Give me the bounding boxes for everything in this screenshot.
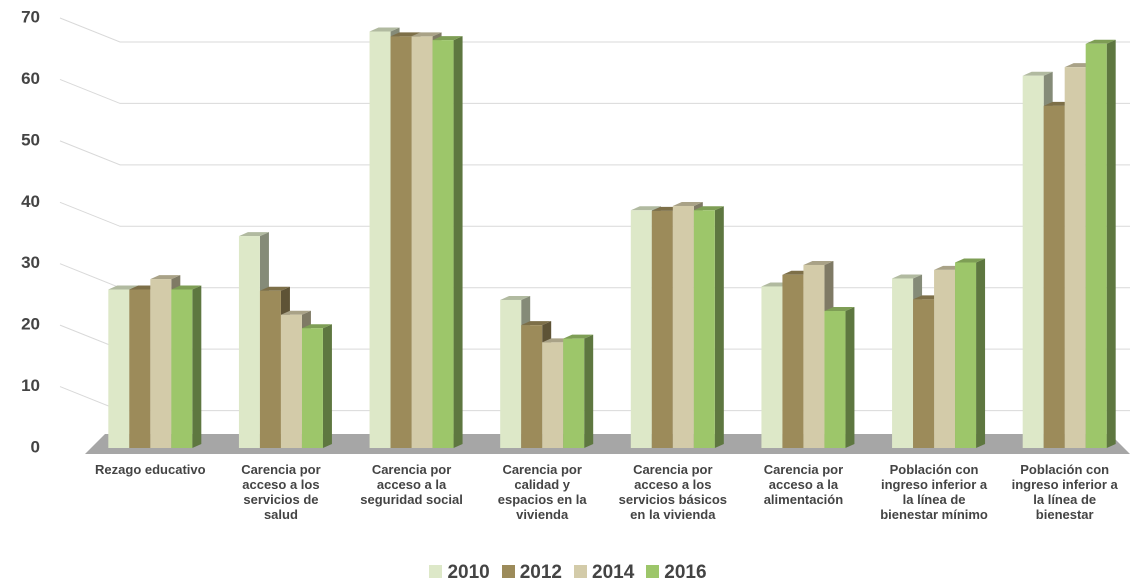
bar-side <box>584 334 594 448</box>
y-tick-label: 10 <box>21 376 40 395</box>
plot: 0 10 20 30 40 50 60 70 <box>21 7 1130 456</box>
legend-item: 2010 <box>429 562 490 583</box>
bar <box>1085 43 1107 449</box>
bar <box>934 269 956 448</box>
bar-top <box>369 27 400 32</box>
grid-line <box>59 201 1130 227</box>
x-tick-label: Carencia por acceso a los servicios bási… <box>618 462 728 522</box>
bar <box>542 342 564 448</box>
bar-top <box>1085 39 1116 44</box>
bar-top <box>824 307 855 312</box>
bar-side <box>714 206 724 448</box>
y-tick-label: 60 <box>21 69 40 88</box>
bar-side <box>322 324 332 448</box>
bar <box>630 210 652 448</box>
y-tick-label: 50 <box>21 130 40 149</box>
bar <box>259 290 281 448</box>
bar-top <box>432 36 463 41</box>
bar <box>824 311 846 448</box>
legend: 2010 2012 2014 2016 <box>0 562 1136 583</box>
bar-top <box>108 285 139 290</box>
x-tick-label: Carencia por calidad y espacios en la vi… <box>497 462 587 522</box>
y-tick-label: 70 <box>21 7 40 26</box>
x-tick-label: Población con ingreso inferior a la líne… <box>880 462 988 522</box>
bar-top <box>238 232 269 237</box>
bar-top <box>630 206 661 211</box>
bar <box>563 338 585 448</box>
legend-swatch <box>646 565 660 578</box>
x-tick-label: Población con ingreso inferior a la líne… <box>1011 462 1118 522</box>
bar-top <box>280 310 311 315</box>
x-tick-label: Carencia por acceso a la alimentación <box>763 462 844 507</box>
bar-top <box>1022 71 1053 76</box>
bar-top <box>390 32 421 37</box>
bar-top <box>150 275 181 280</box>
bar <box>369 31 391 449</box>
bar-top <box>892 274 923 279</box>
bar <box>693 210 715 448</box>
x-tick-label: Rezago educativo <box>95 462 206 477</box>
bar <box>150 279 172 448</box>
bar-top <box>955 258 986 263</box>
bar <box>411 36 433 449</box>
bar-top <box>521 321 552 326</box>
bar <box>1022 75 1044 448</box>
bar <box>761 286 783 448</box>
bar <box>955 262 977 448</box>
legend-item: 2016 <box>646 562 707 583</box>
bar-top <box>259 286 290 291</box>
bar-top <box>693 206 724 211</box>
bar <box>892 278 914 448</box>
bar <box>913 299 935 448</box>
bar <box>651 210 673 448</box>
legend-item: 2014 <box>574 562 634 583</box>
y-tick-label: 40 <box>21 192 40 211</box>
legend-swatch <box>574 565 587 578</box>
bar-top <box>411 32 442 37</box>
y-tick-label: 30 <box>21 253 40 272</box>
bar <box>803 264 825 448</box>
bar <box>521 325 543 448</box>
legend-label: 2016 <box>664 562 707 583</box>
bar <box>672 205 694 448</box>
bar-top <box>672 201 703 206</box>
x-tick-label: Carencia por acceso a la seguridad socia… <box>360 462 463 507</box>
bar-top <box>803 260 834 265</box>
legend-swatch <box>429 565 443 578</box>
bar-top <box>171 285 202 290</box>
legend-swatch <box>501 565 515 578</box>
bar <box>280 314 302 448</box>
bar <box>301 328 323 448</box>
bar <box>108 289 130 448</box>
bar <box>782 274 804 448</box>
bar <box>238 236 260 448</box>
bar <box>1064 67 1086 449</box>
bar-side <box>453 36 463 448</box>
bar-side <box>1106 39 1116 449</box>
bar <box>129 289 151 448</box>
bar <box>500 299 522 448</box>
bar <box>390 36 412 449</box>
y-tick-label: 0 <box>31 437 40 456</box>
bar-top <box>500 295 531 300</box>
bar-side <box>845 307 855 448</box>
bar <box>1043 105 1065 448</box>
legend-item: 2012 <box>501 562 562 583</box>
x-tick-label: Carencia por acceso a los servicios de s… <box>241 462 321 522</box>
bar-top <box>563 334 594 339</box>
legend-label: 2012 <box>519 562 562 583</box>
grid-line <box>59 78 1130 104</box>
legend-label: 2014 <box>592 562 635 583</box>
bar <box>171 289 193 448</box>
grid-line <box>59 140 1130 166</box>
bar-top <box>301 324 332 329</box>
y-tick-label: 20 <box>21 315 40 334</box>
bar <box>432 40 454 448</box>
grid-line <box>59 17 1130 43</box>
bar-side <box>976 258 986 448</box>
legend-label: 2010 <box>447 562 490 583</box>
bar-side <box>192 285 202 448</box>
floor <box>85 434 1130 454</box>
